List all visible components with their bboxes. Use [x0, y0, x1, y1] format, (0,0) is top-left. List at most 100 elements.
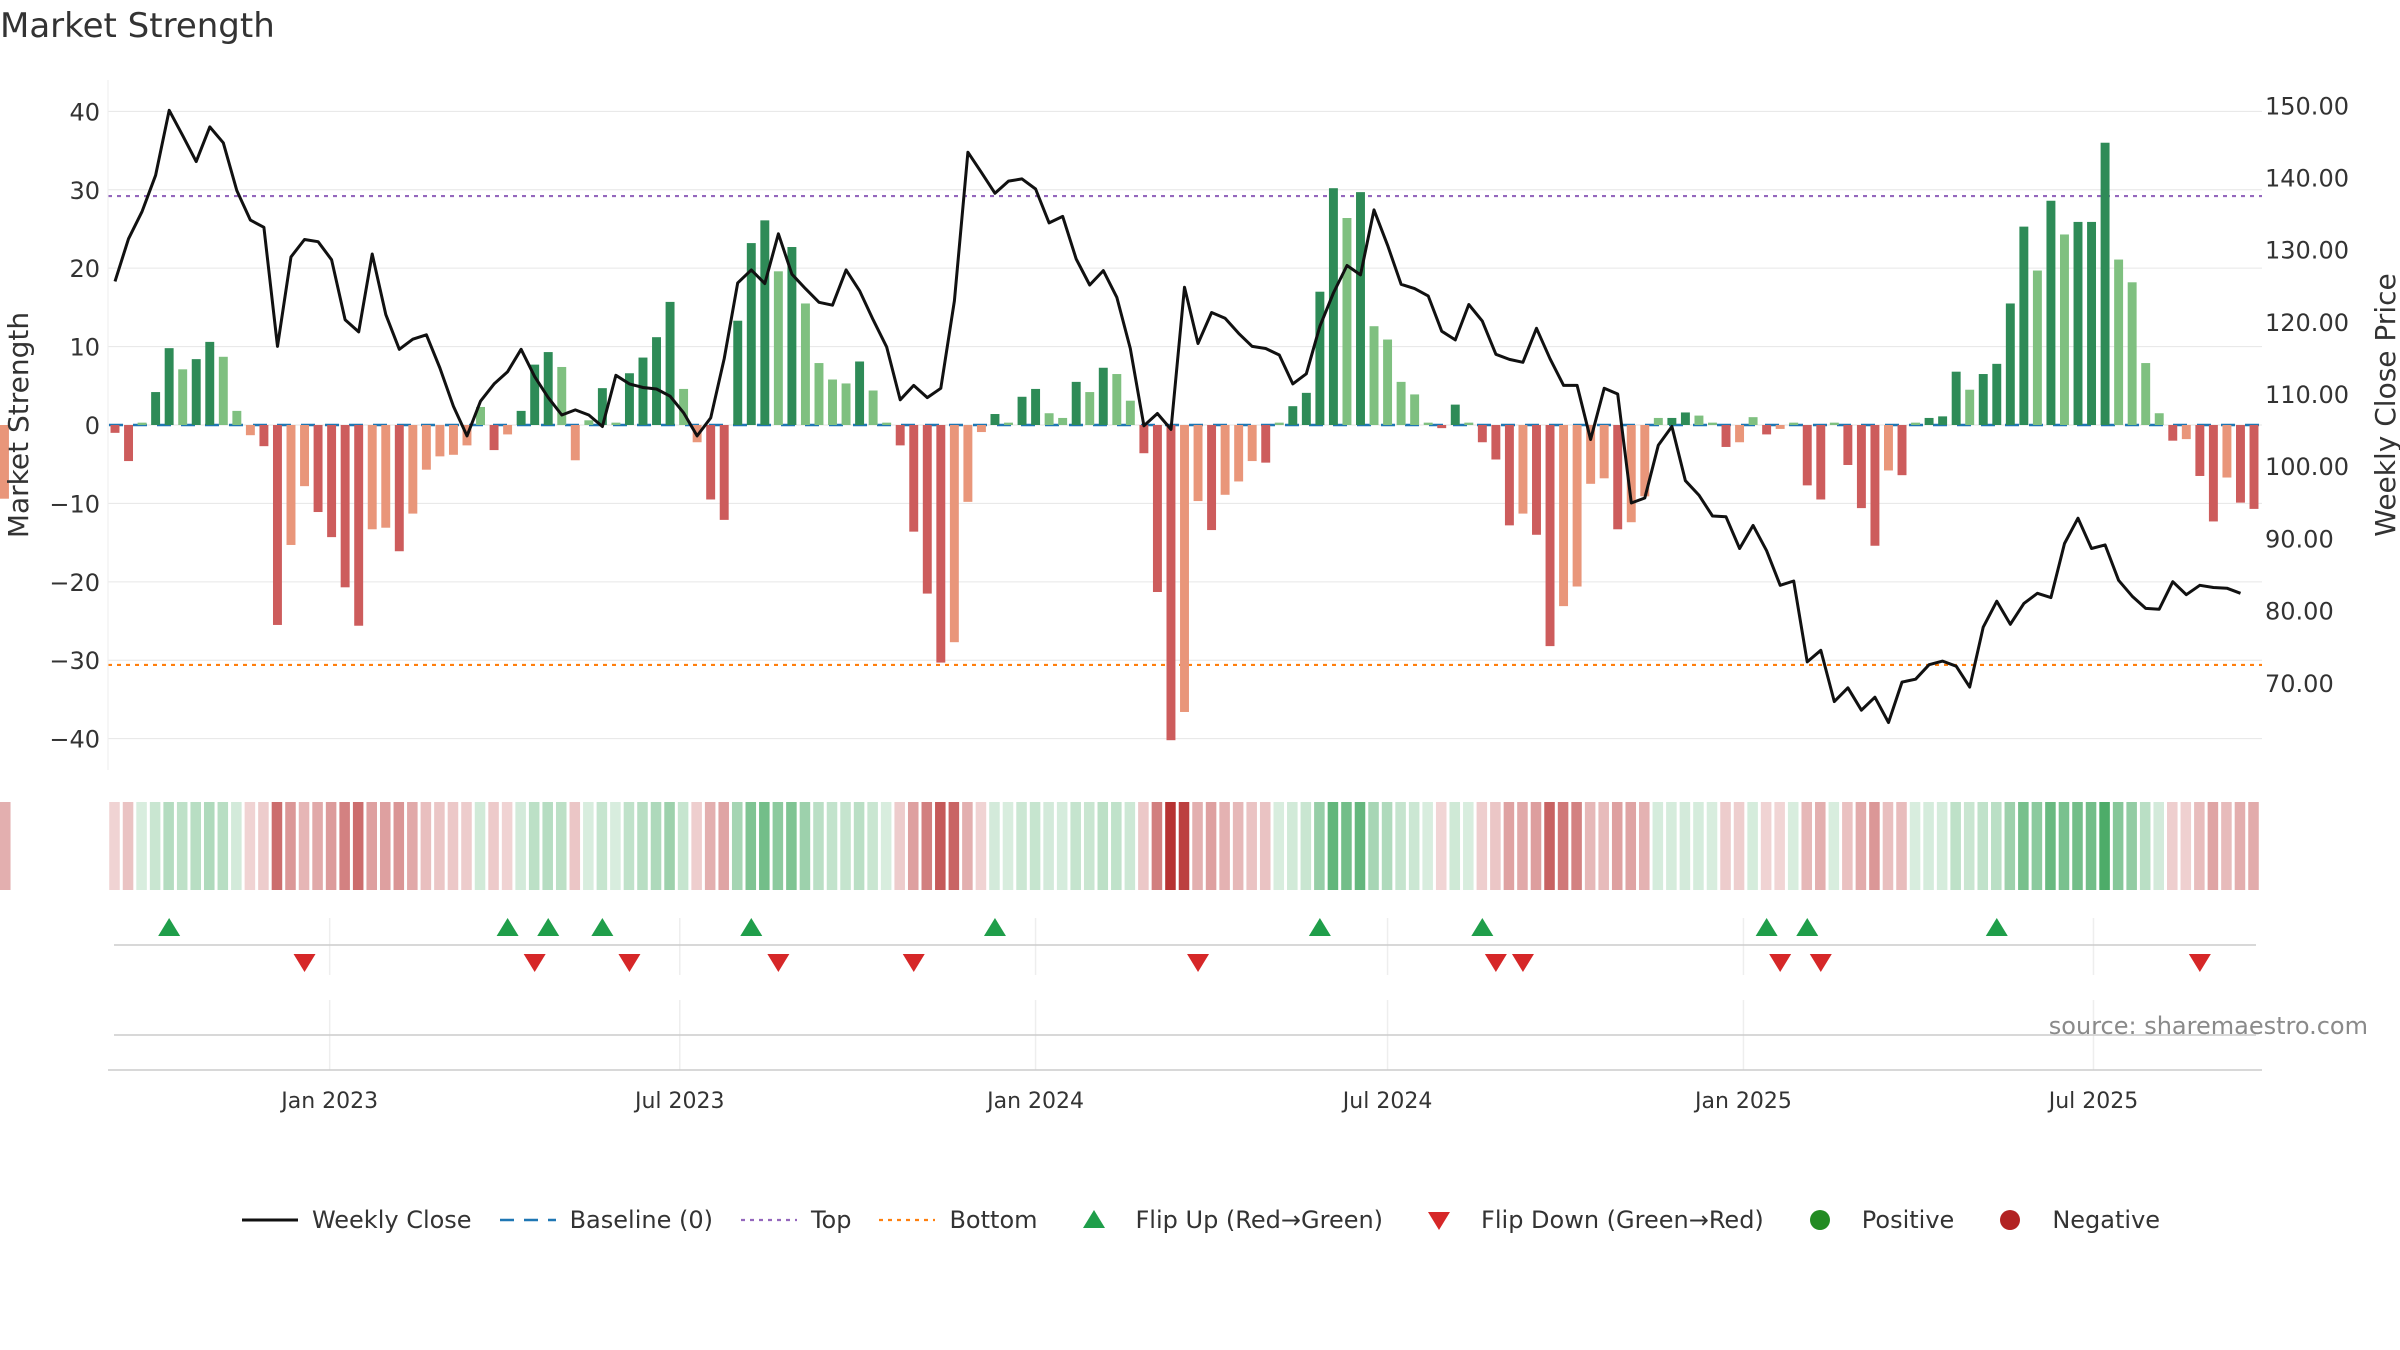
y2-tick-label: 150.00 — [2265, 92, 2349, 120]
strength-bar — [2154, 413, 2164, 425]
strength-bar — [1748, 417, 1758, 425]
strength-bar — [2249, 425, 2259, 509]
strength-bar — [1247, 425, 1257, 462]
flip-up-marker — [537, 918, 560, 936]
heat-cell — [1002, 802, 1014, 890]
strength-bar — [1789, 422, 1799, 425]
heat-cell — [826, 802, 838, 890]
heat-cell — [1882, 802, 1894, 890]
heat-cell — [704, 802, 716, 890]
heat-cell — [163, 802, 174, 890]
heat-cell — [1395, 802, 1406, 890]
y-tick-label: 40 — [69, 98, 100, 126]
heat-cell — [989, 802, 1000, 890]
y2-tick-label: 120.00 — [2265, 309, 2349, 337]
heat-cell — [718, 802, 729, 890]
flip-up-marker — [740, 918, 763, 936]
heat-cell — [1408, 802, 1420, 890]
strength-bar — [191, 359, 201, 425]
strength-bar — [110, 425, 120, 433]
heat-cell — [610, 802, 621, 890]
strength-bar — [882, 422, 892, 425]
strength-bar — [1626, 425, 1636, 523]
heat-cell — [1449, 802, 1461, 890]
heat-cell — [258, 802, 269, 890]
heat-cell — [677, 802, 689, 890]
strength-bar — [665, 301, 675, 425]
heat-cell — [691, 802, 702, 890]
strength-bar — [2005, 303, 2015, 425]
heat-cell — [637, 802, 648, 890]
legend-label: Flip Up (Red→Green) — [1135, 1206, 1384, 1234]
strength-bar — [2046, 200, 2056, 425]
heat-cell — [1029, 802, 1041, 890]
strength-bar — [1856, 425, 1866, 509]
flip-up-marker — [1471, 918, 1494, 936]
strength-bar — [814, 363, 824, 425]
strength-bar — [367, 425, 377, 530]
y-tick-label: −30 — [49, 647, 100, 675]
strength-bar — [773, 271, 783, 425]
strength-bar — [2060, 234, 2069, 425]
heat-cell — [2085, 802, 2097, 890]
price-line — [113, 108, 2242, 724]
legend-symbol — [739, 1205, 799, 1235]
strength-bar — [421, 425, 431, 470]
strength-bar — [489, 425, 499, 451]
x-tick-label: Jan 2023 — [279, 1089, 378, 1114]
heat-cell — [447, 802, 459, 890]
strength-bar — [503, 425, 513, 435]
strength-bar — [205, 341, 215, 425]
strength-bar — [638, 357, 648, 425]
heat-cell — [1666, 802, 1677, 890]
strength-bar — [300, 425, 309, 487]
heat-cell — [1205, 802, 1217, 890]
heat-cell — [2207, 802, 2219, 890]
strength-bar — [1924, 417, 1934, 425]
heat-cell — [122, 802, 134, 890]
heat-cell — [488, 802, 499, 890]
heat-cell — [1151, 802, 1163, 890]
flip-up-marker — [983, 918, 1006, 936]
legend-item: Negative — [1980, 1205, 2160, 1235]
strength-bar — [1599, 425, 1609, 479]
strength-bar — [1504, 425, 1514, 526]
heat-cell — [1327, 802, 1339, 890]
heat-cell — [1246, 802, 1257, 890]
strength-bar — [624, 373, 634, 425]
heat-cell — [2072, 802, 2083, 890]
legend-label: Flip Down (Green→Red) — [1481, 1206, 1764, 1234]
heat-cell — [1314, 802, 1325, 890]
heat-cell — [1950, 802, 1961, 890]
heat-cell — [1720, 802, 1731, 890]
strength-bar — [679, 388, 689, 425]
strength-bar — [2168, 425, 2178, 441]
strength-bar — [1640, 425, 1650, 497]
flip-down-marker — [1809, 954, 1832, 972]
heat-cell — [1855, 802, 1867, 890]
legend-item: Positive — [1790, 1205, 1954, 1235]
strength-bar — [1193, 425, 1203, 502]
heat-cell — [853, 802, 865, 890]
heat-cell — [1828, 802, 1840, 890]
strength-bar — [1044, 413, 1054, 425]
heat-cell — [271, 802, 283, 890]
strength-bar — [1938, 416, 1948, 425]
heat-cell — [1341, 802, 1352, 890]
strength-bar — [1261, 425, 1271, 463]
heat-cell — [948, 802, 960, 890]
strength-bar — [1166, 425, 1176, 741]
y2-tick-label: 70.00 — [2265, 670, 2334, 698]
heat-cell — [339, 802, 350, 890]
flip-down-marker — [1484, 954, 1507, 972]
strength-bar — [2141, 363, 2151, 425]
strength-bar — [1735, 425, 1745, 443]
heat-cell — [1936, 802, 1948, 890]
strength-bar — [1653, 417, 1663, 425]
strength-bar — [151, 392, 161, 425]
heat-cell — [1963, 802, 1975, 890]
strength-bar — [1613, 425, 1623, 530]
heat-cell — [203, 802, 215, 890]
strength-bar — [245, 425, 255, 436]
strength-bar — [1775, 425, 1785, 429]
